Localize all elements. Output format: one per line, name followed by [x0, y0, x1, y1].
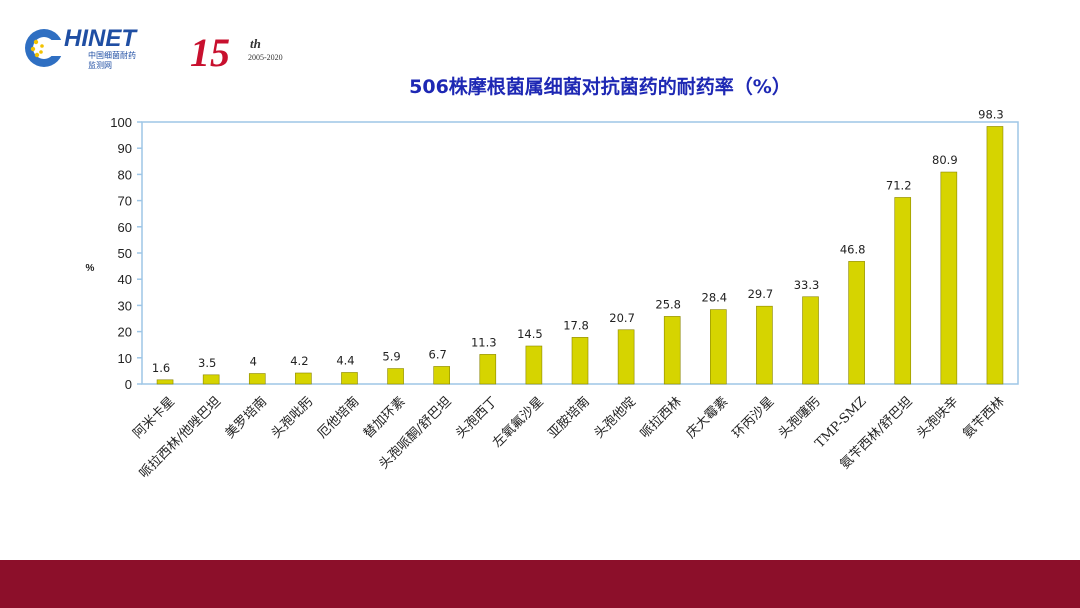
bar [248, 373, 266, 385]
y-tick-label: 30 [118, 298, 132, 313]
bar [617, 329, 635, 385]
anniversary-badge: 15 th 2005-2020 [190, 30, 283, 75]
category-label: 美罗培南 [222, 394, 270, 442]
bar-value-label: 5.9 [382, 350, 400, 364]
bar [940, 171, 958, 385]
bar-value-label: 20.7 [609, 311, 635, 325]
category-label: 亚胺培南 [545, 394, 593, 442]
bar-value-label: 6.7 [429, 347, 447, 361]
bar-value-label: 29.7 [748, 287, 774, 301]
bar [802, 296, 819, 385]
bar [479, 354, 497, 385]
category-label: 厄他培南 [314, 394, 362, 442]
y-tick-label: 20 [118, 325, 132, 340]
category-label: 头孢西丁 [453, 394, 500, 441]
anniversary-years: 2005-2020 [248, 53, 283, 62]
bar-value-label: 1.6 [152, 361, 170, 375]
category-label: 环丙沙星 [730, 394, 777, 441]
y-tick-label: 10 [118, 351, 132, 366]
logo-cn-line1: 中国细菌耐药 [88, 50, 136, 60]
logo-cn-line2: 监测网 [88, 60, 112, 70]
category-label: 左氧氟沙星 [490, 394, 547, 451]
bar-value-label: 80.9 [932, 153, 958, 167]
y-tick-label: 0 [125, 377, 132, 392]
bar [710, 309, 727, 385]
bar-value-label: 98.3 [978, 107, 1004, 121]
chinet-logo: HINET 中国细菌耐药 监测网 15 th 2005-2020 [25, 25, 283, 75]
y-tick-label: 70 [118, 194, 132, 209]
y-tick-label: 60 [118, 220, 132, 235]
bar [663, 316, 681, 385]
logo-main-text: HINET [64, 25, 138, 52]
y-tick-label: 50 [118, 246, 132, 261]
category-label: 头孢呋辛 [914, 394, 961, 441]
y-tick-label: 80 [118, 167, 132, 182]
chinet-globe-icon [25, 29, 66, 67]
y-axis-label: % [86, 263, 95, 274]
category-label: 庆大霉素 [684, 394, 731, 441]
y-tick-label: 100 [110, 115, 132, 130]
bar [433, 366, 450, 385]
bar-value-label: 71.2 [886, 178, 912, 192]
bar [202, 374, 220, 385]
category-label: 头孢吡肟 [269, 394, 316, 441]
bar-value-label: 25.8 [655, 297, 681, 311]
bar-value-label: 4.2 [290, 354, 308, 368]
bar-value-label: 33.3 [794, 278, 820, 292]
bar [894, 197, 912, 385]
y-tick-label: 40 [118, 272, 132, 287]
category-label: 阿米卡星 [130, 394, 177, 441]
bar [848, 261, 865, 385]
bar-value-label: 17.8 [563, 318, 589, 332]
bar [571, 337, 589, 385]
y-tick-label: 90 [118, 141, 132, 156]
anniversary-suffix: th [250, 36, 261, 51]
resistance-bar-chart: 0 10 20 30 40 50 60 70 80 90 100% 1.6 阿米卡星 3.5 哌拉西林/他唑… [86, 107, 1019, 482]
bar-value-label: 28.4 [702, 291, 728, 305]
category-label: 氨苄西林 [960, 394, 1007, 441]
bar [986, 126, 1004, 385]
footer-band [0, 560, 1080, 608]
bar-value-label: 46.8 [840, 242, 866, 256]
bar [525, 345, 543, 385]
bar [156, 379, 174, 385]
bar [341, 372, 358, 385]
category-label: 头孢噻肟 [775, 394, 823, 442]
category-label: 替加环素 [361, 394, 408, 441]
category-label: 哌拉西林/他唑巴坦 [136, 394, 224, 482]
anniversary-number: 15 [190, 30, 230, 75]
bar-value-label: 11.3 [471, 335, 497, 349]
bar [756, 305, 773, 385]
bar [295, 372, 312, 385]
bar-value-label: 4.4 [336, 353, 354, 367]
bar-value-label: 14.5 [517, 327, 543, 341]
bar [387, 368, 404, 385]
category-label: 头孢他啶 [592, 394, 639, 441]
category-label: 哌拉西林 [637, 394, 685, 442]
bar-value-label: 4 [250, 355, 257, 369]
bar-value-label: 3.5 [198, 356, 216, 370]
chart-title: 506株摩根菌属细菌对抗菌药的耐药率（%） [409, 76, 791, 98]
